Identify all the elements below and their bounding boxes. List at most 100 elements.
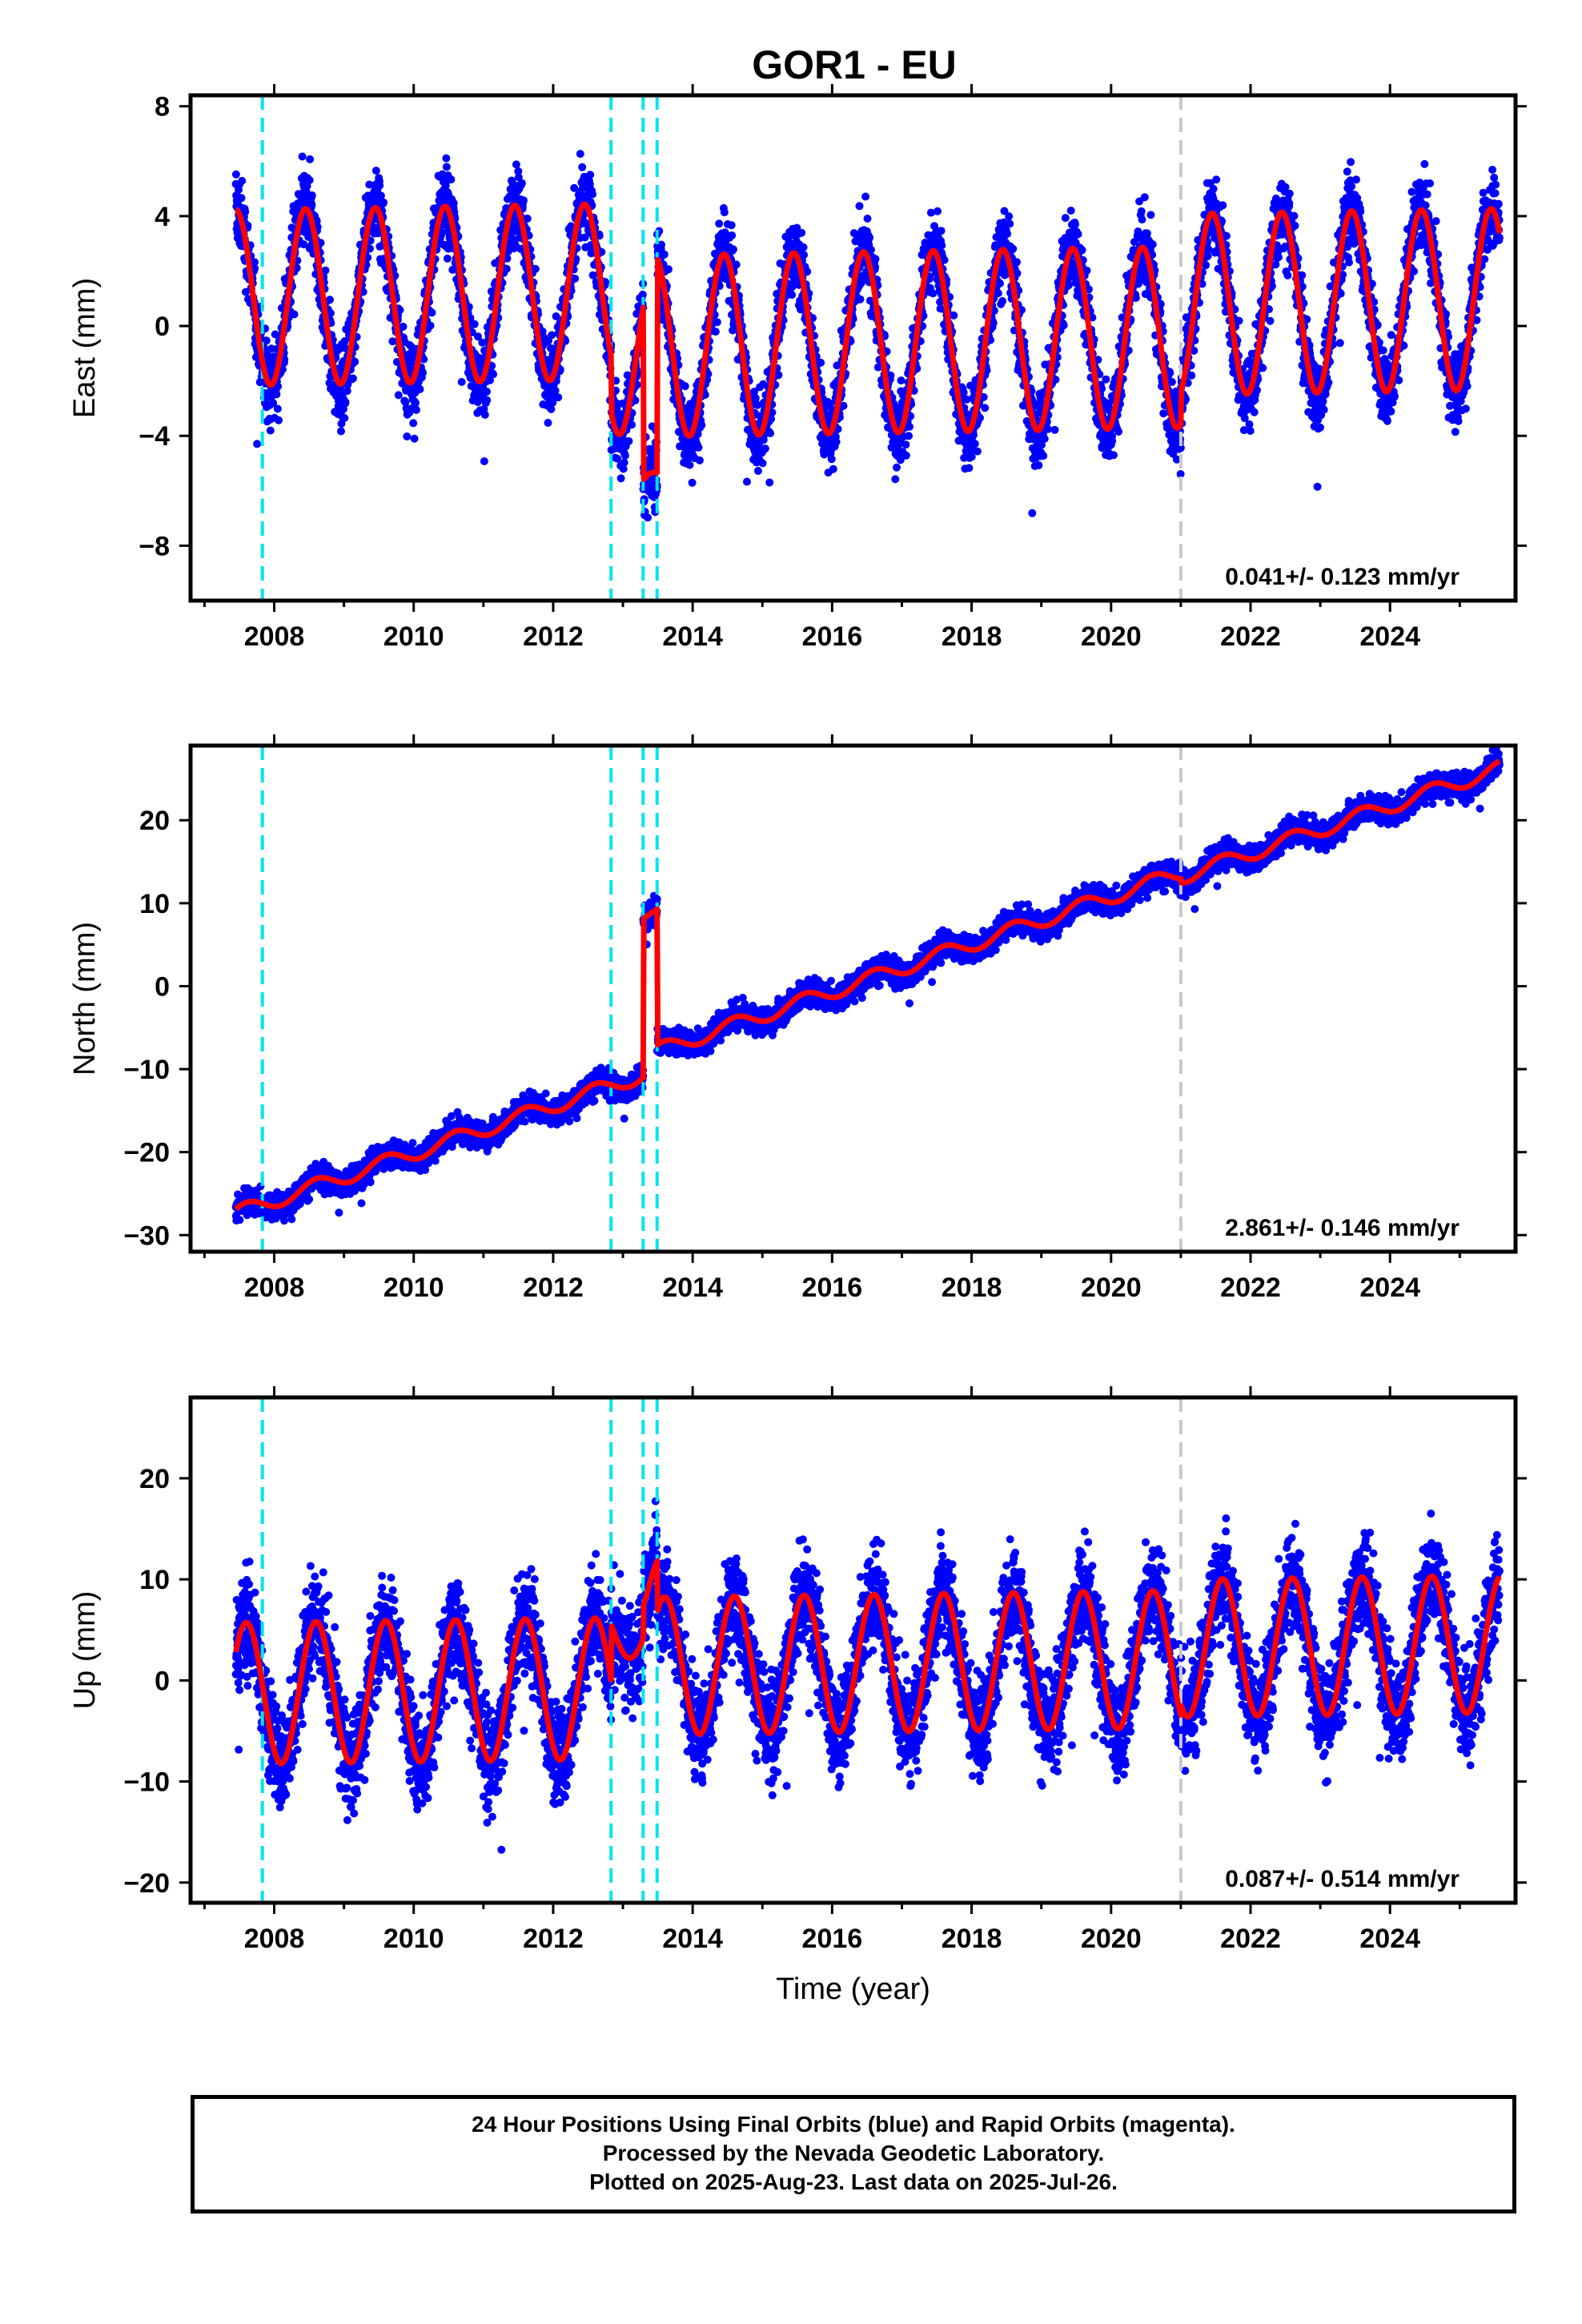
east-point (1140, 193, 1149, 202)
east-point (1050, 425, 1059, 434)
panels: 2008 2010 2012 2014 2016 2018 2020 2022 2024840−… (68, 84, 1527, 2006)
east-point (483, 396, 492, 404)
east-point (855, 202, 864, 211)
east-point (502, 264, 511, 273)
east-point (774, 371, 783, 380)
east-point (1013, 258, 1021, 267)
east-point (443, 254, 452, 263)
east-point (275, 416, 283, 424)
east-point (428, 308, 436, 317)
east-point (1028, 509, 1037, 517)
east-point (1009, 244, 1018, 253)
east-point (1064, 281, 1073, 290)
east-point (1003, 230, 1012, 238)
east-point (448, 265, 457, 274)
east-point (1034, 461, 1043, 469)
east-point (571, 274, 580, 283)
east-point (588, 190, 597, 199)
east-point (1148, 240, 1157, 249)
east-point (861, 192, 870, 201)
east-point (817, 358, 825, 367)
east-point (340, 337, 349, 345)
east-point (1082, 266, 1091, 275)
east-point (396, 306, 404, 315)
east-point (480, 410, 489, 419)
east-point (620, 451, 629, 460)
east-point (688, 478, 697, 487)
east-point (548, 331, 556, 340)
east-point (695, 456, 704, 464)
east-point (340, 414, 349, 422)
east-point (1137, 207, 1146, 215)
east-point (321, 266, 330, 275)
east-point (728, 231, 737, 239)
east-point (973, 447, 982, 456)
east-point (761, 444, 769, 453)
east-point (720, 208, 729, 217)
east-point (1146, 211, 1155, 219)
east-point (613, 454, 622, 463)
east-point (727, 221, 736, 230)
east-point (273, 404, 282, 413)
east-point (624, 436, 633, 445)
east-point (457, 378, 466, 386)
east-point (998, 297, 1007, 305)
east-point (799, 243, 808, 251)
east-point (970, 440, 979, 448)
east-point (299, 240, 308, 249)
east-point (797, 228, 806, 237)
east-point (901, 451, 910, 460)
east-point (237, 194, 246, 203)
east-point (996, 279, 1004, 287)
east-point (1059, 321, 1068, 330)
east-point (512, 160, 520, 169)
east-point (1066, 207, 1075, 215)
east-point (269, 399, 278, 408)
east-point (1005, 212, 1014, 221)
east-point (379, 198, 387, 207)
east-point (307, 200, 316, 209)
east-point (412, 405, 420, 414)
east-point (517, 179, 526, 187)
east-point (1108, 436, 1117, 445)
east-point (449, 199, 458, 207)
east-point (349, 374, 357, 383)
east-point (241, 207, 250, 216)
east-point (437, 231, 445, 239)
east-point (401, 398, 410, 407)
east-point (253, 440, 262, 448)
east-point (938, 241, 946, 250)
east-point (713, 318, 721, 327)
east-point (307, 191, 316, 199)
east-point (800, 251, 809, 259)
east-point (399, 322, 408, 331)
east-point (959, 388, 968, 396)
east-point (272, 390, 281, 399)
east-point (326, 309, 335, 318)
east-point (442, 154, 451, 163)
east-point (420, 355, 428, 364)
east-point (981, 404, 990, 412)
east-point (341, 398, 350, 407)
east-point (274, 382, 283, 391)
east-point (1102, 375, 1110, 384)
east-point (628, 420, 636, 429)
east-point (937, 227, 946, 235)
east-point (616, 474, 625, 483)
east-point (419, 368, 428, 377)
east-point (660, 250, 669, 259)
east-point (306, 155, 315, 163)
east-point (644, 513, 652, 522)
east-point (863, 215, 872, 223)
east-point (238, 176, 247, 185)
east-point (897, 376, 905, 385)
east-point (1138, 215, 1146, 224)
east-point (758, 459, 767, 468)
east-point (376, 191, 385, 200)
east-point (934, 207, 942, 215)
east-point (375, 181, 384, 190)
east-point (765, 478, 774, 487)
east-point (552, 312, 560, 320)
east-point (447, 175, 456, 184)
east-point (585, 179, 594, 188)
